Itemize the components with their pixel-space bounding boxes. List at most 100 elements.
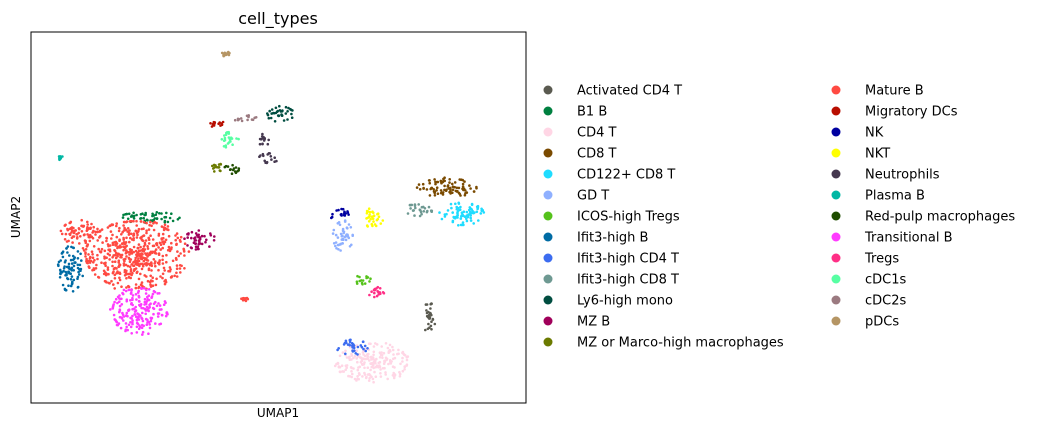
scatter-point	[58, 276, 62, 279]
scatter-point	[121, 291, 124, 295]
scatter-point	[355, 357, 359, 360]
scatter-point	[356, 355, 360, 358]
scatter-point	[138, 249, 142, 253]
scatter-point	[413, 214, 416, 217]
scatter-point	[276, 109, 280, 113]
scatter-point	[132, 219, 135, 223]
scatter-point	[420, 212, 423, 216]
scatter-point	[373, 291, 376, 295]
scatter-point	[337, 365, 341, 369]
scatter-point	[382, 351, 386, 355]
scatter-point	[469, 216, 473, 220]
scatter-point	[372, 353, 375, 357]
scatter-point	[422, 210, 426, 213]
scatter-point	[239, 117, 243, 120]
scatter-point	[145, 323, 149, 327]
scatter-point	[373, 287, 377, 291]
legend-item: Ifit3-high CD4 T	[543, 252, 679, 267]
scatter-point	[85, 259, 88, 263]
scatter-point	[425, 188, 429, 191]
legend-item: GD T	[543, 189, 609, 204]
scatter-point	[63, 265, 66, 268]
scatter-point	[121, 242, 124, 245]
scatter-point	[151, 212, 154, 216]
scatter-point	[397, 348, 400, 352]
scatter-point	[69, 267, 72, 271]
scatter-point	[137, 277, 141, 281]
scatter-point	[139, 272, 142, 276]
scatter-point	[442, 177, 445, 181]
scatter-point	[468, 184, 471, 187]
scatter-point	[151, 244, 155, 248]
scatter-point	[178, 238, 182, 242]
scatter-point	[470, 208, 474, 211]
scatter-point	[344, 234, 348, 237]
scatter-point	[459, 217, 463, 220]
scatter-point	[458, 178, 462, 181]
scatter-point	[137, 294, 141, 298]
scatter-point	[144, 239, 148, 242]
scatter-point	[164, 238, 168, 242]
scatter-point	[113, 300, 116, 304]
scatter-point	[177, 254, 181, 258]
scatter-point	[128, 220, 132, 223]
scatter-point	[129, 269, 133, 273]
scatter-point	[118, 276, 121, 280]
scatter-point	[461, 221, 465, 224]
scatter-point	[120, 303, 124, 306]
scatter-point	[155, 221, 158, 225]
scatter-point	[129, 236, 132, 240]
scatter-point	[153, 250, 157, 253]
scatter-point	[130, 252, 134, 255]
scatter-point	[116, 270, 119, 273]
scatter-point	[77, 231, 80, 235]
scatter-point	[465, 217, 468, 220]
scatter-point	[330, 215, 334, 219]
scatter-point	[273, 120, 277, 123]
series-transitional-b	[109, 286, 169, 336]
scatter-point	[358, 275, 361, 279]
scatter-point	[124, 257, 127, 261]
scatter-point	[79, 252, 82, 256]
scatter-point	[290, 116, 294, 119]
scatter-point	[148, 252, 152, 256]
scatter-point	[386, 377, 390, 381]
scatter-point	[71, 241, 74, 244]
series-ifit3-high-b	[56, 245, 84, 293]
scatter-point	[65, 240, 69, 243]
scatter-point	[117, 245, 120, 249]
series-plasma-b	[57, 155, 64, 162]
scatter-point	[142, 245, 146, 248]
scatter-point	[140, 286, 143, 290]
scatter-point	[454, 202, 457, 206]
scatter-point	[246, 297, 250, 301]
scatter-point	[287, 106, 290, 110]
scatter-point	[142, 220, 146, 224]
scatter-point	[57, 260, 61, 264]
scatter-point	[274, 106, 278, 110]
scatter-point	[150, 316, 154, 320]
scatter-point	[120, 255, 123, 259]
scatter-point	[129, 316, 132, 320]
scatter-point	[336, 362, 340, 365]
scatter-point	[92, 245, 96, 248]
scatter-point	[72, 278, 76, 282]
scatter-point	[163, 269, 166, 272]
scatter-point	[373, 359, 377, 363]
scatter-point	[106, 243, 110, 246]
scatter-point	[136, 251, 139, 254]
scatter-point	[126, 264, 130, 268]
scatter-point	[94, 267, 98, 270]
scatter-point	[67, 265, 70, 269]
scatter-point	[130, 214, 134, 217]
legend-label: Mature B	[865, 84, 924, 99]
scatter-point	[158, 292, 161, 295]
scatter-point	[127, 276, 131, 279]
plot-frame	[30, 31, 527, 404]
scatter-point	[469, 219, 473, 222]
scatter-point	[124, 263, 128, 267]
scatter-point	[440, 217, 444, 221]
legend-label: Ifit3-high CD4 T	[577, 252, 679, 267]
scatter-point	[405, 355, 409, 359]
scatter-point	[350, 243, 353, 247]
